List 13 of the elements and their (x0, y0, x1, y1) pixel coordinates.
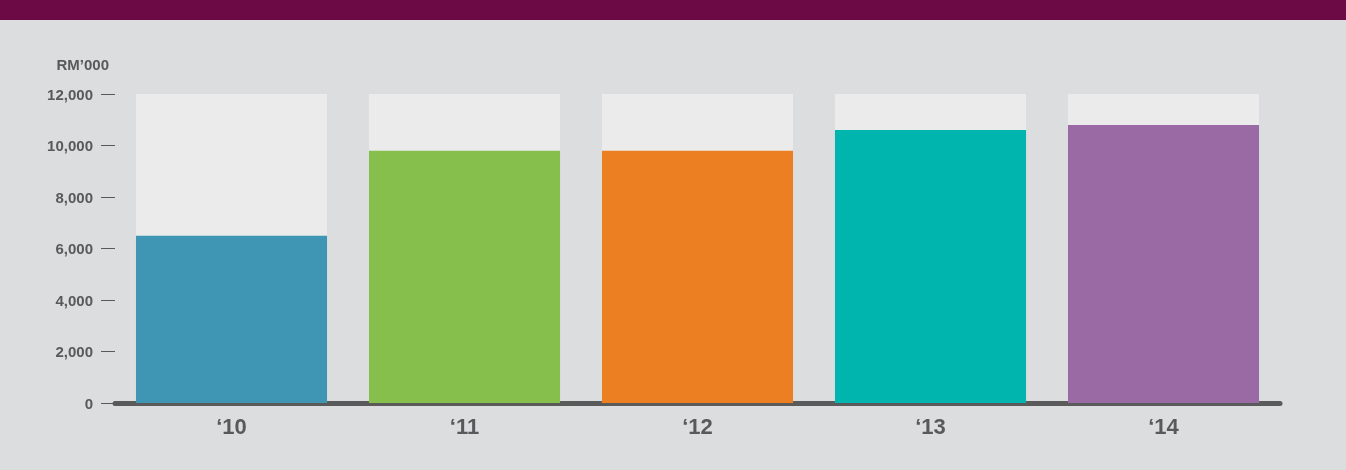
x-tick-label: ‘13 (915, 413, 946, 439)
x-tick-label: ‘10 (216, 413, 247, 439)
y-axis-title: RM’000 (56, 56, 109, 73)
y-tick-label: 8,000 (55, 188, 93, 206)
y-tick-label: 4,000 (55, 291, 93, 309)
x-tick-label: ‘11 (449, 413, 480, 439)
x-tick-label: ‘12 (682, 413, 713, 439)
y-tick-label: 12,000 (47, 85, 93, 103)
y-tick-label: 0 (84, 394, 93, 412)
x-tick-label: ‘14 (1148, 413, 1180, 439)
y-tick-label: 10,000 (47, 137, 93, 154)
y-tick-label: 2,000 (55, 343, 93, 360)
y-tick-label: 6,000 (55, 240, 93, 257)
